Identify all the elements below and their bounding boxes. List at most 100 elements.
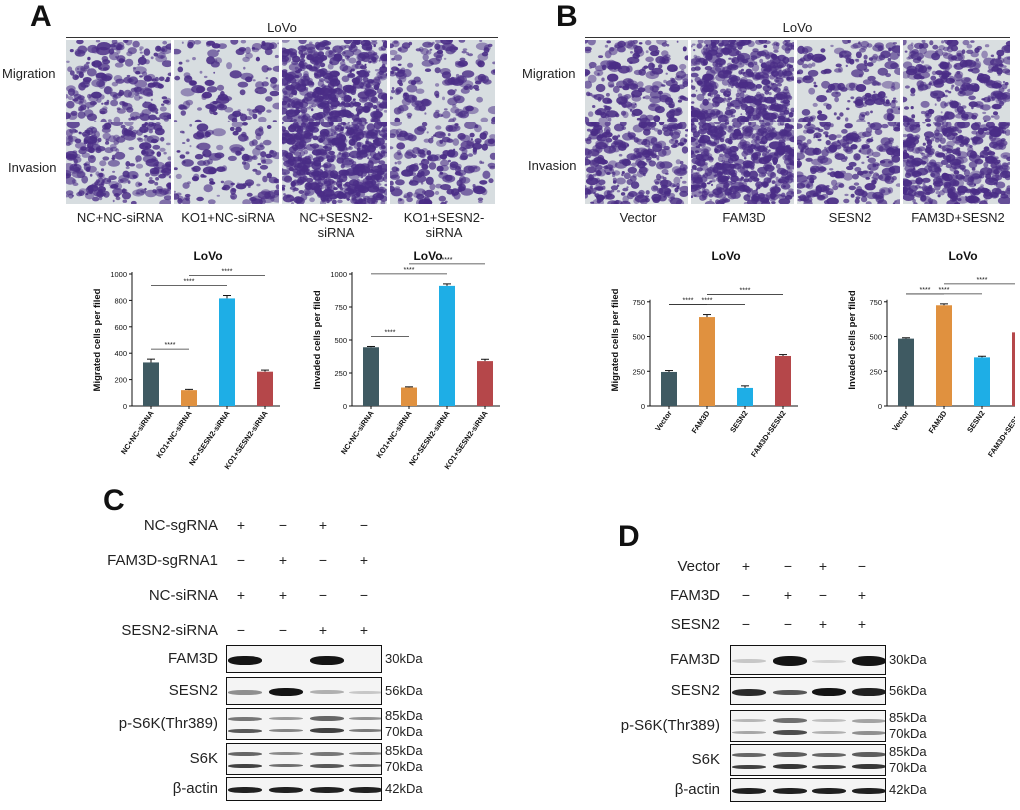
- panel-c-band: [349, 717, 381, 721]
- panel-d-sign-r3-c2: −: [783, 616, 793, 632]
- panel-c-band: [269, 688, 303, 696]
- chart3-ytick-label: 500: [869, 333, 882, 342]
- chart1-bar-1: [363, 347, 379, 406]
- panel-c-band: [310, 655, 344, 665]
- chart0-bar-4: [257, 371, 273, 406]
- chart3-xtick-label-2: FAM3D: [927, 409, 949, 435]
- chart3-bar-1: [898, 338, 914, 406]
- chart3-xtick-label-1: Vector: [890, 409, 911, 433]
- panel-d-band: [812, 788, 846, 794]
- panel-c-sign-r2-c2: +: [278, 552, 288, 568]
- panel-d-band: [812, 752, 846, 757]
- chart3-bar-2: [936, 305, 952, 406]
- panel-c-sign-r4-c3: +: [318, 622, 328, 638]
- panel-b-micrograph-r1-c1: [585, 40, 688, 122]
- panel-a-condition-4: KO1+SESN2-siRNA: [403, 210, 485, 240]
- panel-d-kda-label: 70kDa: [889, 726, 927, 741]
- chart2-xtick-label-4: FAM3D+SESN2: [749, 409, 788, 459]
- chart-a-migration: LoVo Migrated cells per filed 0 200 400 600 80…: [92, 249, 280, 471]
- panel-c-sign-r1-c3: +: [318, 517, 328, 533]
- panel-letter-a: A: [30, 0, 52, 33]
- chart1-ytick-label: 0: [343, 402, 347, 411]
- panel-d-kda-label: 85kDa: [889, 710, 927, 725]
- panel-c-sign-r1-c2: −: [278, 517, 288, 533]
- chart0-sig-label-1: ****: [165, 342, 176, 349]
- panel-a-row-migration: Migration: [2, 66, 56, 81]
- panel-c-band: [349, 787, 381, 793]
- panel-d-band: [773, 788, 807, 794]
- chart0-title: LoVo: [193, 249, 222, 263]
- chart3-ylabel: Invaded cells per filed: [847, 290, 858, 389]
- panel-d-treatment-label-1: Vector: [677, 558, 720, 575]
- chart0-xtick-label-4: KO1+SESN2-siRNA: [222, 409, 270, 471]
- panel-d-sign-r3-c1: −: [741, 616, 751, 632]
- panel-c-band: [349, 729, 381, 733]
- panel-d-band: [732, 719, 766, 723]
- chart0-xtick-label-2: KO1+NC-siRNA: [154, 409, 194, 460]
- panel-b-cell-line: LoVo: [782, 20, 813, 35]
- panel-c-sign-r3-c2: +: [278, 587, 288, 603]
- panel-c-band: [228, 716, 262, 721]
- panel-d-blot-5: [730, 778, 886, 802]
- panel-d-sign-r3-c3: +: [818, 616, 828, 632]
- panel-a-cell-line: LoVo: [267, 20, 297, 35]
- panel-b-divider: [585, 37, 1010, 38]
- chart2-title: LoVo: [711, 249, 740, 263]
- panel-c-kda-label: 70kDa: [385, 724, 423, 739]
- panel-d-kda-label: 42kDa: [889, 782, 927, 797]
- panel-d-blot-label-3: p-S6K(Thr389): [620, 717, 720, 734]
- panel-b-condition-4: FAM3D+SESN2: [911, 210, 1005, 225]
- chart2-xtick-label-3: SESN2: [728, 409, 749, 434]
- chart1-sig-label-2: ****: [404, 267, 415, 274]
- chart1-xtick-label-2: KO1+NC-siRNA: [374, 409, 414, 460]
- panel-c-sign-r1-c1: +: [236, 517, 246, 533]
- panel-d-band: [773, 689, 807, 695]
- panel-b-micrograph-r1-c4: [903, 40, 1010, 122]
- panel-d-blot-4: [730, 744, 886, 776]
- panel-d-treatment-label-3: SESN2: [670, 616, 720, 633]
- panel-d-band: [852, 656, 885, 666]
- panel-d-sign-r3-c4: +: [857, 616, 867, 632]
- panel-c-sign-r3-c1: +: [236, 587, 246, 603]
- panel-d-band: [732, 764, 766, 769]
- panel-d-sign-r2-c3: −: [818, 587, 828, 603]
- chart1-ylabel: Invaded cells per filed: [312, 290, 323, 389]
- panel-a-micrograph-r2-c2: [174, 122, 279, 204]
- chart2-ytick-label: 250: [632, 367, 645, 376]
- panel-c-blot-4: [226, 743, 382, 775]
- panel-d-sign-r1-c4: −: [857, 558, 867, 574]
- chart0-ytick-label: 600: [114, 323, 127, 332]
- panel-a-divider: [66, 37, 498, 38]
- chart2-bar-1: [661, 371, 677, 406]
- chart3-bar-4: [1012, 332, 1015, 406]
- panel-b-micrograph-r2-c4: [903, 122, 1010, 204]
- chart0-ytick-label: 400: [114, 349, 127, 358]
- panel-c-kda-label: 42kDa: [385, 781, 423, 796]
- panel-c-band: [349, 752, 381, 756]
- chart-b-migration: LoVo Migrated cells per filed 0 250 500 750 Ve…: [610, 249, 798, 459]
- panel-c-treatment-label-3: NC-siRNA: [148, 587, 218, 604]
- chart3-xtick-label-3: SESN2: [965, 409, 986, 434]
- panel-letter-c: C: [103, 484, 125, 517]
- panel-c-band: [310, 690, 344, 694]
- panel-b-row-invasion: Invasion: [528, 158, 577, 173]
- chart3-sig-label-2: ****: [939, 287, 950, 294]
- panel-c-sign-r3-c4: −: [359, 587, 369, 603]
- panel-c-band: [349, 764, 381, 768]
- chart1-sig-label-3: ****: [442, 257, 453, 264]
- panel-d-band: [812, 764, 846, 769]
- panel-b-condition-3: SESN2: [828, 210, 872, 225]
- panel-d-blot-label-5: β-actin: [674, 781, 720, 798]
- chart3-ytick-label: 250: [869, 367, 882, 376]
- chart2-xtick-label-2: FAM3D: [690, 409, 712, 435]
- chart2-ytick-label: 750: [632, 298, 645, 307]
- panel-d-band: [773, 718, 807, 724]
- panel-d-band: [852, 718, 885, 723]
- chart0-ytick-label: 800: [114, 296, 127, 305]
- chart1-xtick-label-1: NC+NC-siRNA: [339, 409, 376, 456]
- panel-c-sign-r4-c1: −: [236, 622, 246, 638]
- panel-d-band: [773, 730, 807, 736]
- panel-c-blot-label-2: SESN2: [168, 682, 218, 699]
- panel-c-band: [228, 655, 262, 665]
- panel-d-band: [812, 731, 846, 735]
